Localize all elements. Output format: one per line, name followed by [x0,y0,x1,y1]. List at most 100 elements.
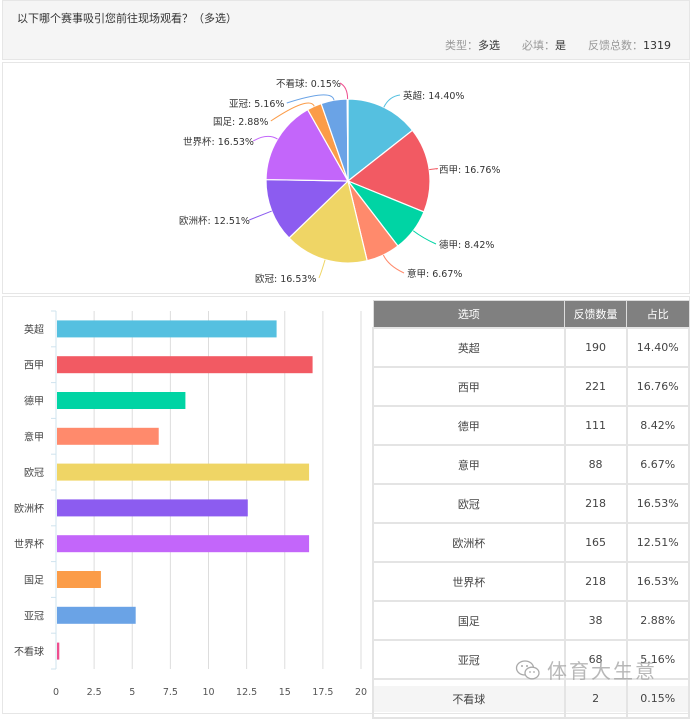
y-category-label: 德甲 [24,395,44,408]
cell-count: 218 [563,483,628,524]
cell-percent: 0.15% [625,678,690,719]
bar[interactable] [57,356,313,374]
required-meta: 必填：是 [522,37,566,53]
cell-option: 意甲 [372,444,566,485]
x-tick-label: 7.5 [163,687,178,698]
y-category-label: 英超 [24,323,44,336]
type-value: 多选 [478,39,500,52]
table-row: 德甲 111 8.42% [372,405,690,446]
wechat-icon [515,659,540,679]
y-category-label: 欧冠 [24,467,44,479]
table-row: 西甲 221 16.76% [372,366,690,407]
bar[interactable] [57,642,60,660]
pie-label: 欧冠: 16.53% [255,273,316,285]
cell-option: 西甲 [372,366,566,407]
bar[interactable] [57,392,186,409]
table-row: 世界杯 218 16.53% [372,561,690,602]
x-tick-label: 2.5 [87,687,102,698]
bar[interactable] [57,463,310,481]
cell-option: 世界杯 [372,561,566,602]
pie-label: 英超: 14.40% [403,90,464,102]
bar[interactable] [57,535,310,553]
cell-count: 68 [563,639,628,680]
table-row: 国足 38 2.88% [372,600,690,641]
cell-percent: 12.51% [625,522,690,563]
y-category-label: 世界杯 [14,538,44,551]
cell-option: 德甲 [372,405,566,446]
pie-label: 国足: 2.88% [213,117,268,128]
cell-count: 2 [563,678,628,719]
x-tick-label: 5 [129,687,135,698]
bar-chart: 0 2.5 5 7.5 10 12.5 15 17.5 20 英超西甲德甲意甲欧冠欧洲杯世界杯国足… [14,310,367,698]
bar[interactable] [57,499,248,517]
bar[interactable] [57,571,101,588]
type-label: 类型： [445,39,478,52]
x-tick-label: 10 [202,687,214,698]
bar[interactable] [57,606,136,624]
pie-label: 世界杯: 16.53% [183,136,254,148]
pie-label: 意甲: 6.67% [407,268,462,280]
x-tick-label: 0 [53,687,59,698]
cell-count: 221 [563,366,628,407]
col-option: 选项 [372,300,566,329]
y-category-label: 国足 [24,575,44,587]
pie-label: 欧洲杯: 12.51% [179,215,250,227]
cell-percent: 6.67% [625,444,690,485]
y-category-label: 西甲 [24,361,44,372]
pie-slice[interactable] [346,129,431,213]
y-category-label: 不看球 [14,645,44,658]
cell-percent: 14.40% [625,327,690,368]
pie-chart-panel: 英超: 14.40% 西甲: 16.76% 德甲: 8.42% 意甲: 6.67% 欧冠… [2,62,690,294]
required-label: 必填： [522,39,555,52]
pie-label: 西甲: 16.76% [439,165,500,176]
total-meta: 反馈总数：1319 [588,37,671,53]
x-tick-label: 15 [279,687,291,698]
pie-label: 不看球: 0.15% [276,78,341,90]
bar[interactable] [57,320,277,338]
cell-percent: 8.42% [625,405,690,446]
cell-percent: 5.16% [625,639,690,680]
pie-label: 德甲: 8.42% [439,239,494,251]
cell-option: 欧冠 [372,483,566,524]
pie-slice[interactable] [347,98,414,183]
col-percent: 占比 [626,300,690,329]
type-meta: 类型：多选 [445,37,500,53]
question-meta: 类型：多选 必填：是 反馈总数：1319 [445,37,671,53]
cell-option: 不看球 [372,678,566,719]
y-category-label: 亚冠 [24,610,44,622]
total-value: 1319 [643,39,671,52]
table-row: 意甲 88 6.67% [372,444,690,485]
cell-percent: 2.88% [625,600,690,641]
x-tick-label: 12.5 [236,687,257,698]
cell-count: 218 [563,561,628,602]
pie-chart: 英超: 14.40% 西甲: 16.76% 德甲: 8.42% 意甲: 6.67% 欧冠… [179,78,500,285]
table-row: 欧洲杯 165 12.51% [372,522,690,563]
question-header: 以下哪个赛事吸引您前往现场观看？（多选） 类型：多选 必填：是 反馈总数：131… [2,0,690,60]
table-row: 不看球 2 0.15% [372,678,690,719]
cell-count: 165 [563,522,628,563]
watermark-text: 体育大生意 [547,659,657,683]
bar[interactable] [57,427,159,445]
cell-option: 英超 [372,327,566,368]
cell-count: 88 [563,444,628,485]
cell-percent: 16.53% [625,483,690,524]
cell-option: 国足 [372,600,566,641]
table-header-row: 选项 反馈数量 占比 [372,300,690,329]
table-row: 欧冠 218 16.53% [372,483,690,524]
y-category-label: 意甲 [24,430,44,443]
y-category-label: 欧洲杯 [14,502,44,515]
pie-slice[interactable] [346,98,349,182]
cell-option: 欧洲杯 [372,522,566,563]
x-tick-label: 20 [355,687,367,698]
watermark: 体育大生意 [515,655,657,684]
pie-slice[interactable] [265,178,350,239]
x-tick-label: 17.5 [312,687,333,698]
col-count: 反馈数量 [564,300,627,329]
pie-slice[interactable] [265,108,350,182]
results-table: 选项 反馈数量 占比 英超 190 14.40% 西甲 221 16.76% 德甲 111 8.… [372,300,690,719]
cell-count: 190 [563,327,628,368]
required-value: 是 [555,39,566,52]
cell-count: 111 [563,405,628,446]
question-title: 以下哪个赛事吸引您前往现场观看？（多选） [17,12,237,25]
cell-percent: 16.53% [625,561,690,602]
